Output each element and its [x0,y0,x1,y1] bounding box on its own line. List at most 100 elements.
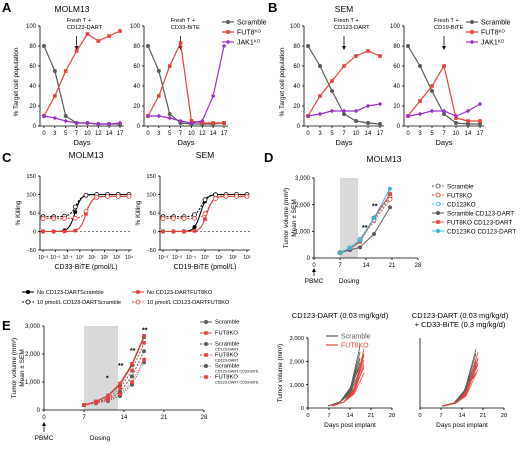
x-tick-label: 0 [42,131,46,137]
data-point [106,398,110,402]
data-point-fut8 [96,39,101,43]
y-tick-label: 3,000 [25,324,41,330]
data-point-jak1 [74,120,79,126]
y-tick-label: 150 [146,174,156,180]
data-point-jak1 [85,120,90,126]
data-point [126,193,132,199]
y-tick-label: 20 [29,104,36,110]
x-tick-label: 14 [465,131,472,137]
legend-label: Scramble [447,183,474,190]
y-tick-label: 2,000 [289,360,304,366]
legend-marker [435,201,441,207]
data-point-jak1 [441,108,447,114]
chart-title: SEM [335,4,353,14]
legend-label: FUT8KO [215,353,238,359]
arrow-head [42,422,46,426]
data-point-scramble [430,89,434,93]
data-point [118,381,122,386]
legend-sublabel: CD123-DART [215,348,239,352]
data-point [82,403,86,407]
data-point-scramble [354,119,358,123]
data-point-scramble [330,89,334,93]
x-tick-label: 7 [82,415,86,421]
data-point-fut8 [178,41,183,45]
x-tick-label: 5 [330,131,334,137]
x-tick-label: 12 [95,131,102,137]
series-line [83,350,145,406]
data-point-scramble [52,69,57,73]
legend-marker [470,20,474,24]
x-tick-label: 7 [327,413,330,419]
data-point [203,217,207,221]
significance: ** [142,328,148,335]
data-point-fut8 [366,49,370,53]
data-point-fut8 [107,34,111,38]
data-point [130,380,134,384]
y-tick-label: 80 [393,44,400,50]
arrow-head [74,46,79,50]
y-axis-label: % Killing [135,200,142,225]
x-tick-label: 17 [221,131,228,137]
data-point [62,229,67,234]
x-tick-label: 21 [480,413,486,419]
data-point-jak1 [329,108,335,114]
y-axis-label: Tumor volume (mm³) [283,188,290,248]
annotation-text: CD33-BiTE [171,25,200,31]
legend-marker [469,39,475,45]
data-point [83,208,89,214]
panel-letter-e: E [2,318,11,333]
x-tick-label: 7 [338,263,342,269]
x-tick-label: 0 [406,131,410,137]
legend-marker [204,331,208,335]
data-point-scramble [318,64,322,68]
data-point-fut8 [418,99,422,103]
data-point-jak1 [221,43,227,49]
legend-label: Scramble CD123-DART [447,210,514,217]
x-axis-label: Days [435,138,452,147]
data-point-fut8 [330,79,334,83]
x-tick-label: 17 [377,131,384,137]
annotation-text: Fresh T + [434,18,459,24]
x-tick-label: 7 [439,413,442,419]
legend-sublabel: CD123-DART CD33-BiTE [215,370,259,374]
series-line-scramble [43,45,120,125]
series-line [83,342,145,406]
x-tick-label: 14 [121,415,128,421]
dosing-region [340,178,358,258]
legend-label: 10 pmol/L CD123-DARTFUT8KO [147,300,230,306]
data-point [388,192,392,196]
y-tick-label: 2,000 [25,352,41,358]
data-point-jak1 [417,111,423,117]
y-tick-label: 100 [26,193,36,199]
significance: ** [372,203,378,210]
data-point [244,193,250,199]
legend-label: Scramble [215,342,239,348]
y-tick-label: 40 [393,84,400,90]
data-point-scramble [442,112,446,116]
x-tick-label: 17 [117,131,124,137]
x-tick-label: 10⁻¹ [63,255,73,261]
data-point [94,401,98,405]
data-point-fut8 [466,119,470,123]
data-point [372,232,376,236]
data-point-scramble [378,122,382,126]
legend-marker [135,299,141,305]
legend-label: Scramble [341,333,371,340]
data-point [160,216,166,221]
legend-marker [204,364,208,368]
data-point-scramble [156,69,161,73]
x-tick-label: 7 [75,131,79,137]
legend-label: 10 pmol/L CD123-DARTScramble [37,300,121,306]
data-point-jak1 [41,113,47,119]
legend-marker [436,229,440,233]
data-point-jak1 [341,108,347,114]
legend-label: No CD123-DARTFUT8KO [147,290,213,296]
y-axis-label: Mean ± SEM [291,199,298,237]
legend-marker [204,353,208,357]
data-point [387,196,393,202]
data-point [130,374,134,379]
y-tick-label: 3,000 [295,176,311,182]
y-axis-label: % Target cell population [279,47,286,116]
arrow-head [312,268,316,272]
legend-label: Scramble [237,20,267,27]
